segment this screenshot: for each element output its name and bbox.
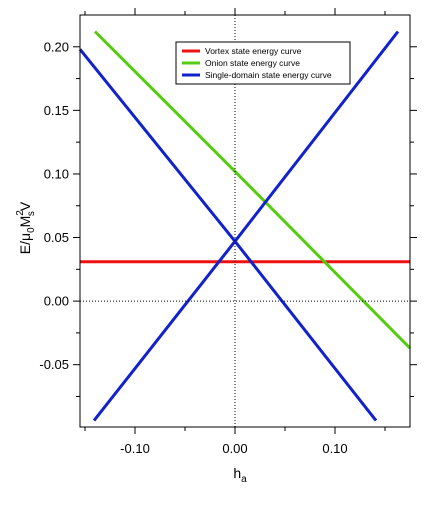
plot-frame [79, 14, 411, 428]
y-tick-label: 0.05 [44, 230, 69, 245]
y-axis-label: E/μ0M2sV [15, 201, 37, 254]
legend-label-3: Single-domain state energy curve [205, 70, 332, 80]
y-tick-label: 0.00 [44, 294, 69, 309]
legend: Vortex state energy curve Onion state ene… [175, 41, 351, 85]
y-tick-label: 0.15 [44, 103, 69, 118]
legend-label-1: Vortex state energy curve [205, 46, 302, 56]
legend-label-2: Onion state energy curve [205, 58, 300, 68]
x-axis-label-sub: a [241, 474, 247, 485]
x-tick-label: -0.10 [120, 441, 150, 456]
y-tick-label: -0.05 [39, 357, 69, 372]
legend-box [175, 41, 351, 85]
axis-ticks: -0.10 0.00 0.10 -0.05 0.00 0.05 0.10 0.15 0.20 [39, 8, 417, 456]
reference-lines [80, 15, 410, 427]
x-tick-label: 0.10 [322, 441, 347, 456]
x-axis-label: ha [233, 465, 247, 485]
x-tick-label: 0.00 [222, 441, 247, 456]
x-axis-label-main: h [233, 465, 241, 481]
y-tick-label: 0.20 [44, 39, 69, 54]
series-line-3 [78, 48, 378, 422]
y-tick-label: 0.10 [44, 166, 69, 181]
series-group [78, 30, 412, 422]
series-line-4 [92, 30, 400, 422]
